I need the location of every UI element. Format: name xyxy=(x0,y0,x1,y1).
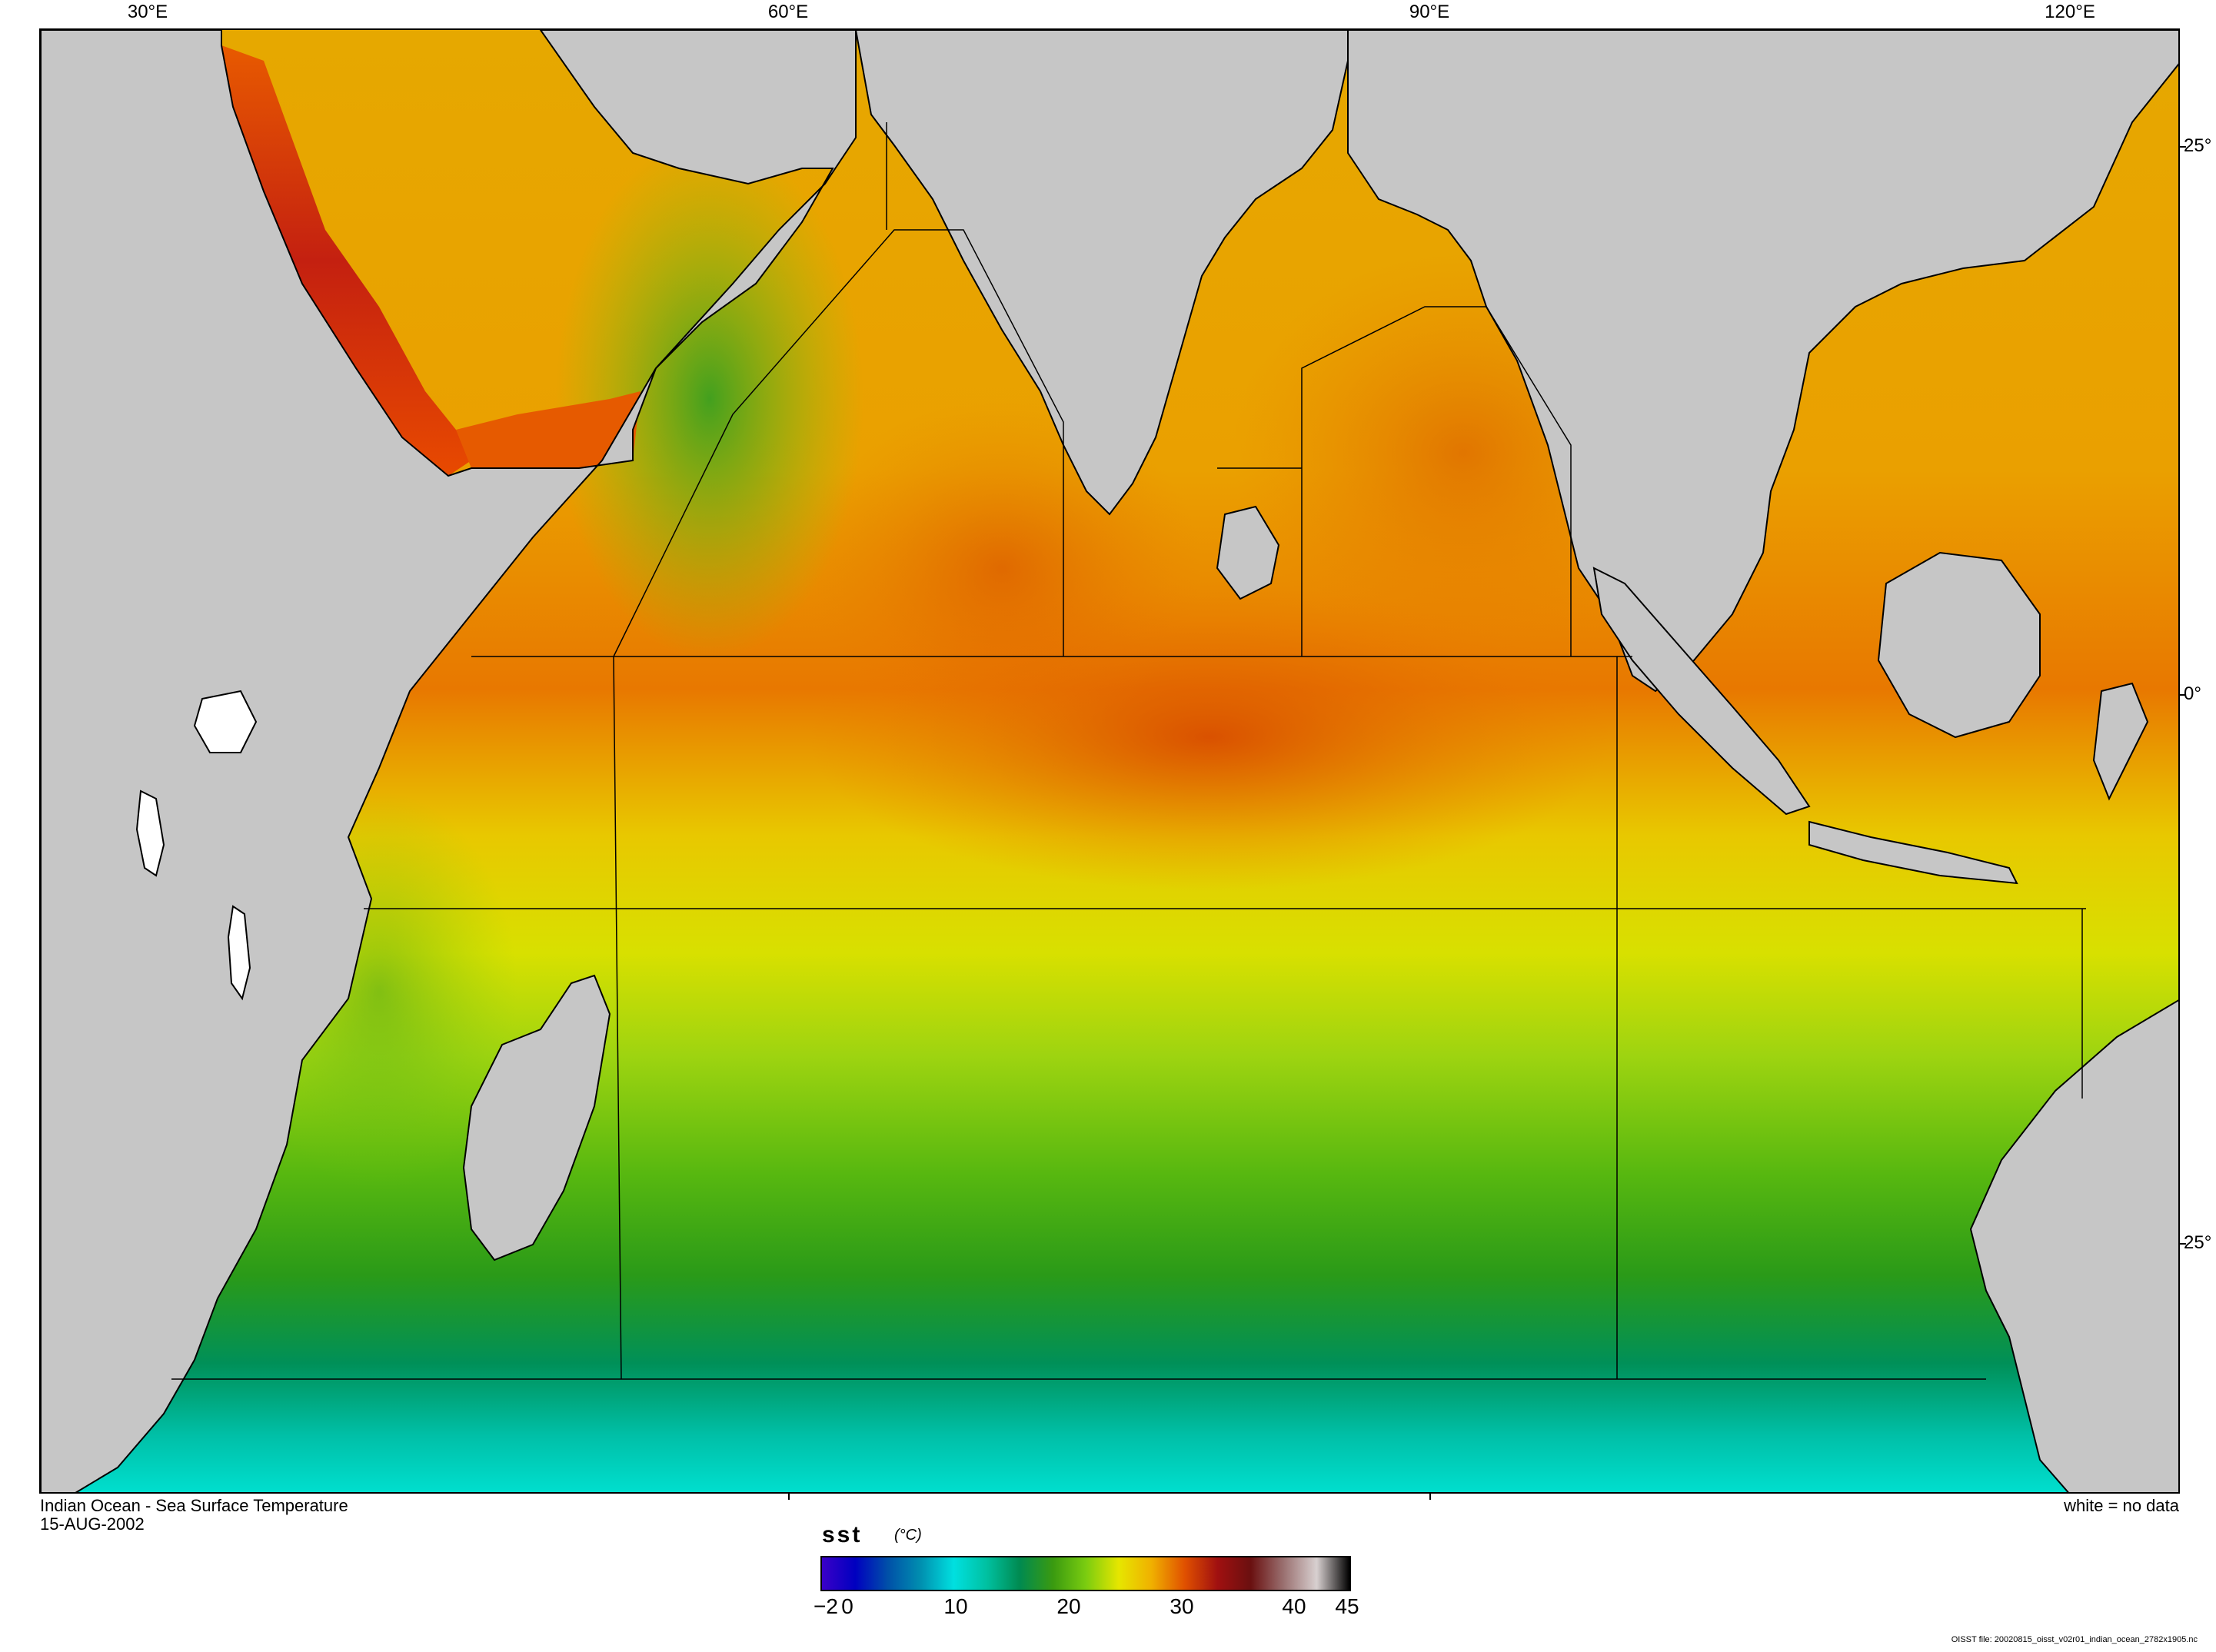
bay-bengal-box xyxy=(1301,306,1572,656)
no-data-note: white = no data xyxy=(2064,1496,2179,1515)
lon-label-30e: 30°E xyxy=(127,2,168,22)
red-sea xyxy=(221,45,471,476)
land-madagascar xyxy=(462,974,611,1261)
lat-label-0: 0° xyxy=(2184,683,2201,704)
colorbar-tick-10: 10 xyxy=(943,1594,968,1618)
colorbar-tick-40: 40 xyxy=(1282,1594,1306,1618)
land-australia xyxy=(1969,999,2178,1492)
colorbar-tick-minus2: −2 xyxy=(814,1594,838,1618)
land-masses xyxy=(41,30,2178,1492)
colorbar-tick-20: 20 xyxy=(1056,1594,1081,1618)
land-sri-lanka xyxy=(1216,505,1280,600)
lon-label-120e: 120°E xyxy=(2045,2,2095,22)
land-africa-arabia xyxy=(41,30,857,1492)
file-note: OISST file: 20020815_oisst_v02r01_indian… xyxy=(1951,1635,2198,1644)
sst-map-canvas xyxy=(41,30,2178,1492)
tick-right-0 xyxy=(2180,694,2186,696)
tick-bottom-60e xyxy=(788,1494,790,1500)
land-sumatra xyxy=(1592,567,1811,816)
gulf-of-aden xyxy=(456,391,641,468)
tick-right-25n xyxy=(2180,146,2186,148)
map-title: Indian Ocean - Sea Surface Temperature xyxy=(40,1496,348,1515)
lake-tanganyika xyxy=(135,789,165,877)
lake-malawi xyxy=(227,905,251,1001)
land-java xyxy=(1808,820,2018,885)
lat-label-25s: 25° xyxy=(2184,1232,2212,1253)
colorbar-tick-45: 45 xyxy=(1335,1594,1359,1618)
lake-victoria xyxy=(193,690,258,753)
somali-upwelling xyxy=(556,138,863,660)
no-data-areas xyxy=(135,690,258,1001)
west-meridian-line xyxy=(613,656,622,1380)
land-se-asia xyxy=(1347,30,2178,693)
tick-bottom-90e xyxy=(1429,1494,1431,1500)
legend-variable: sst xyxy=(822,1522,863,1547)
sst-map xyxy=(39,28,2180,1494)
colorbar-tick-0: 0 xyxy=(841,1594,853,1618)
colorbar-tick-30: 30 xyxy=(1170,1594,1194,1618)
lon-label-60e: 60°E xyxy=(767,2,809,22)
region-boundaries xyxy=(171,122,2086,1380)
arabian-sea-box xyxy=(613,229,1064,657)
colorbar xyxy=(820,1556,1351,1591)
tick-right-25s xyxy=(2180,1243,2186,1245)
land-sulawesi xyxy=(2092,682,2149,801)
lat-label-25n: 25° xyxy=(2184,135,2212,156)
lon-label-90e: 90°E xyxy=(1409,2,1450,22)
land-borneo xyxy=(1877,551,2041,739)
legend-unit: (°C) xyxy=(894,1527,922,1544)
map-date: 15-AUG-2002 xyxy=(40,1514,145,1534)
